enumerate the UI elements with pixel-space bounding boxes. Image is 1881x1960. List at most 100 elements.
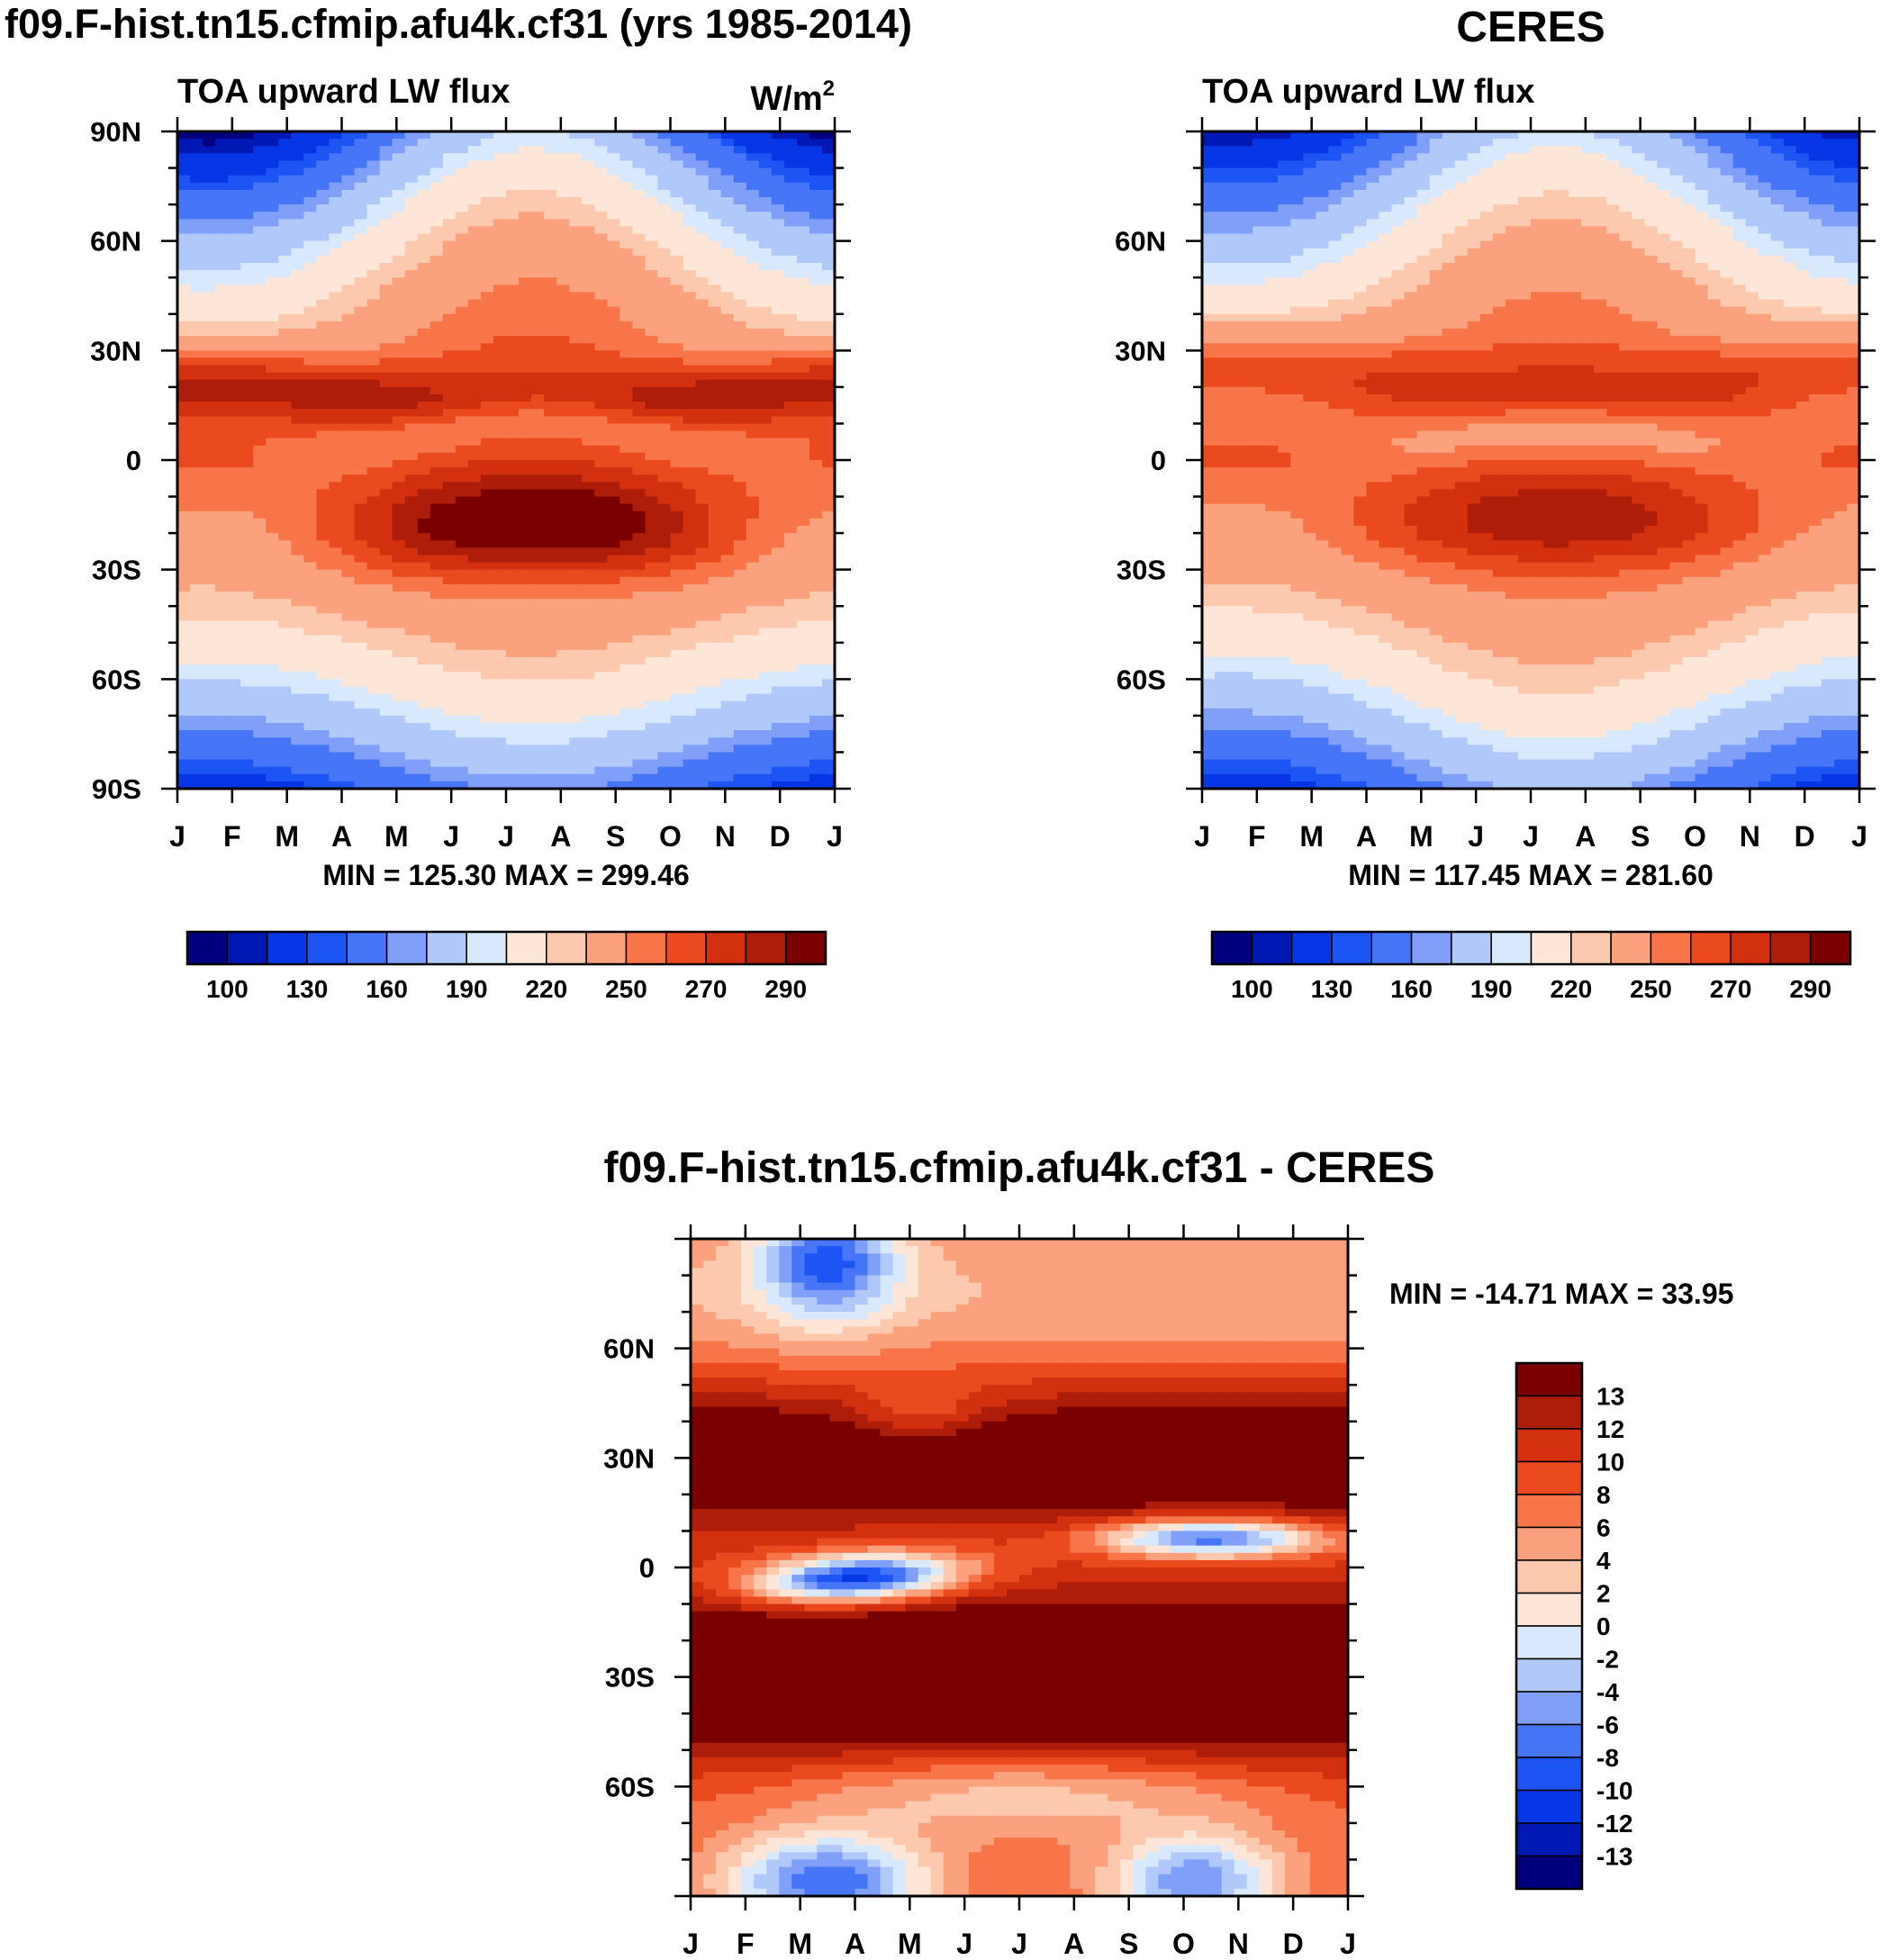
heat-cell xyxy=(632,160,647,169)
heat-cell xyxy=(783,292,798,301)
heat-cell xyxy=(519,672,532,680)
heat-cell xyxy=(607,547,620,556)
heat-cell xyxy=(758,599,773,607)
heat-cell xyxy=(619,649,633,658)
units-exponent: 2 xyxy=(823,77,835,101)
heat-cell xyxy=(531,379,545,388)
heat-cell xyxy=(480,620,494,629)
heat-cell xyxy=(809,460,823,468)
heat-cell xyxy=(683,365,697,374)
heat-cell xyxy=(796,226,810,235)
heat-cell xyxy=(1619,153,1632,162)
heat-cell xyxy=(708,277,722,285)
heat-cell xyxy=(329,438,343,447)
heat-cell xyxy=(683,270,697,278)
heat-cell xyxy=(392,460,406,468)
heat-cell xyxy=(569,693,583,702)
heat-cell xyxy=(708,350,722,359)
heat-cell xyxy=(783,139,798,147)
heat-cell xyxy=(455,402,469,410)
heat-cell xyxy=(215,285,229,294)
heat-cell xyxy=(203,569,216,578)
heat-cell xyxy=(531,496,545,505)
heat-cell xyxy=(392,248,406,257)
heat-cell xyxy=(821,379,835,388)
heat-cell xyxy=(544,189,557,198)
heat-cell xyxy=(493,489,507,498)
heat-cell xyxy=(733,781,747,789)
heat-cell xyxy=(670,700,684,709)
heat-cell xyxy=(266,547,279,556)
heat-cell xyxy=(809,766,823,775)
heat-cell xyxy=(379,153,393,162)
heat-cell xyxy=(1556,139,1569,147)
heat-cell xyxy=(240,496,254,505)
heat-cell xyxy=(783,452,798,461)
heat-cell xyxy=(582,226,595,235)
heat-cell xyxy=(645,445,659,454)
heat-cell xyxy=(556,562,570,571)
heat-cell xyxy=(493,394,507,402)
heat-cell xyxy=(467,212,482,220)
heat-cell xyxy=(796,343,810,351)
heat-cell xyxy=(354,723,368,731)
heat-cell xyxy=(228,416,241,425)
heat-cell xyxy=(341,715,356,724)
heat-cell xyxy=(758,336,773,344)
heat-cell xyxy=(619,255,633,264)
heat-cell xyxy=(796,510,810,519)
heat-cell xyxy=(417,620,431,629)
heat-cell xyxy=(771,372,785,381)
heat-cell xyxy=(1341,139,1355,147)
heat-cell xyxy=(632,599,647,607)
heat-cell xyxy=(582,277,595,285)
heat-cell xyxy=(556,197,570,205)
heat-cell xyxy=(720,372,735,381)
heat-cell xyxy=(531,628,545,637)
heat-cell xyxy=(354,219,368,228)
heat-cell xyxy=(594,773,608,782)
heat-cell xyxy=(430,730,444,738)
heat-cell xyxy=(316,730,330,738)
heat-cell xyxy=(291,146,304,154)
heat-cell xyxy=(771,167,785,176)
heat-cell xyxy=(783,306,798,315)
heat-cell xyxy=(506,445,520,454)
heat-cell xyxy=(619,620,633,629)
heat-cell xyxy=(442,285,457,294)
heat-cell xyxy=(404,700,419,709)
heat-cell xyxy=(177,189,191,198)
heat-cell xyxy=(253,160,267,169)
heat-cell xyxy=(354,518,368,527)
heat-cell xyxy=(392,672,406,680)
heat-cell xyxy=(177,438,191,447)
heat-cell xyxy=(379,197,393,205)
heat-cell xyxy=(619,357,633,366)
heat-cell xyxy=(746,496,760,505)
heat-cell xyxy=(291,540,304,548)
heat-cell xyxy=(657,642,672,651)
heat-cell xyxy=(341,313,356,322)
heat-cell xyxy=(758,313,773,322)
heat-cell xyxy=(809,592,823,600)
heat-cell xyxy=(253,240,267,249)
heat-cell xyxy=(455,693,469,702)
heat-cell xyxy=(1391,139,1406,147)
heat-cell xyxy=(228,402,241,410)
heat-cell xyxy=(670,547,684,556)
heat-cell xyxy=(531,555,545,564)
heat-cell xyxy=(670,430,684,439)
heat-cell xyxy=(1303,131,1316,140)
heat-cell xyxy=(506,555,520,564)
heat-cell xyxy=(493,365,507,374)
heat-cell xyxy=(228,270,241,278)
heat-cell xyxy=(531,372,545,381)
heat-cell xyxy=(746,306,760,315)
heat-cell xyxy=(708,467,722,475)
heat-cell xyxy=(203,730,216,738)
heat-cell xyxy=(758,773,773,782)
heat-cell xyxy=(354,329,368,337)
heat-cell xyxy=(1227,153,1241,162)
heat-cell xyxy=(771,189,785,198)
heat-cell xyxy=(190,285,203,294)
